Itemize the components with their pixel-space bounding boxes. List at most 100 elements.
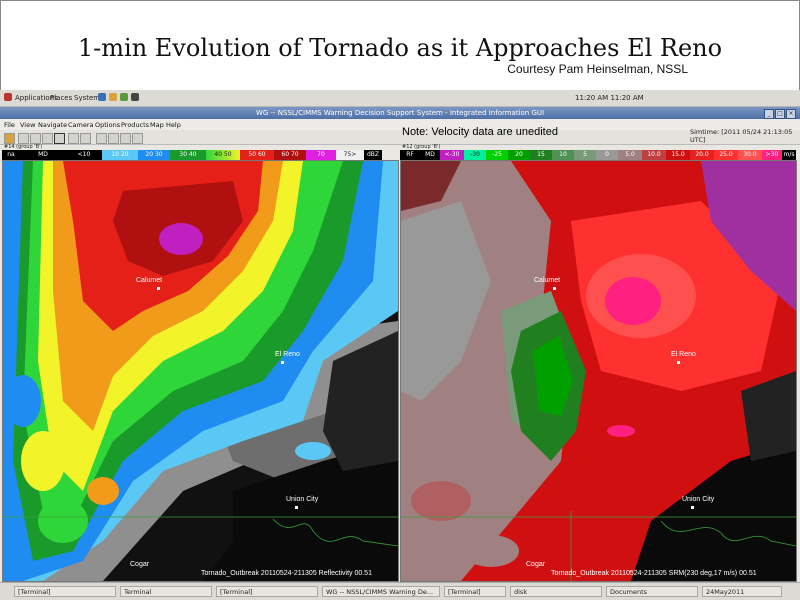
menu-map[interactable]: Map [150,121,164,129]
scale-cell: 5.0 [618,150,642,160]
union-city-marker [295,506,298,509]
union-city-marker [691,506,694,509]
scale-cell: RF [400,150,420,160]
taskbar-item[interactable]: disk [510,586,602,597]
step-forward-icon[interactable] [120,133,131,144]
taskbar-item[interactable]: 24May2011 [702,586,782,597]
applications-menu[interactable]: Applications [15,94,58,102]
bottom-taskbar: [Terminal] Terminal [Terminal] WG -- NSS… [0,582,800,600]
scale-cell: >30 [762,150,782,160]
calumet-marker [553,287,556,290]
city-label-cogar: Cogar [130,561,150,568]
panel-clock[interactable]: 11:20 AM 11:20 AM [575,94,644,102]
back-arrow-icon[interactable] [68,133,79,144]
scale-cell: <10 [66,150,102,160]
calumet-marker [157,287,160,290]
scale-cell: 25.0 [714,150,738,160]
scale-cell: 0 [596,150,618,160]
scale-cell: 20 30 [138,150,170,160]
browser-launcher-icon[interactable] [98,93,106,101]
menu-options[interactable]: Options [95,121,121,129]
taskbar-item[interactable]: [Terminal] [14,586,116,597]
reflectivity-radar-view[interactable]: Calumet El Reno Union City Cogar Tornado… [2,160,399,582]
menu-view[interactable]: View [20,121,36,129]
taskbar-item[interactable]: [Terminal] [216,586,318,597]
city-label-el-reno: El Reno [671,351,696,358]
scale-cell: 30 40 [170,150,206,160]
taskbar-item[interactable]: Terminal [120,586,212,597]
left-panel-header: #14 (group 'B') [4,144,43,150]
menu-file[interactable]: File [4,121,15,129]
city-label-cogar: Cogar [526,561,546,568]
scale-cell: 10 20 [102,150,138,160]
foot-logo-icon [4,93,12,101]
slide-title: 1-min Evolution of Tornado as it Approac… [77,34,723,62]
scale-cell: 10 [552,150,574,160]
terminal-launcher-icon[interactable] [131,93,139,101]
scale-cell: 5 [574,150,596,160]
scale-cell: 75> [336,150,364,160]
forward-arrow-icon[interactable] [80,133,91,144]
window-titlebar[interactable]: WG -- NSSL/CIMMS Warning Decision Suppor… [0,107,800,119]
play-icon[interactable] [108,133,119,144]
scale-cell: 30.0 [738,150,762,160]
city-label-calumet: Calumet [136,277,163,284]
reflectivity-color-scale: na MD <10 10 20 20 30 30 40 40 50 50 60 … [2,150,396,160]
menu-camera[interactable]: Camera [68,121,94,129]
scale-cell: 70 [306,150,336,160]
scale-cell: 40 50 [206,150,240,160]
close-button[interactable]: × [786,109,796,119]
system-menu[interactable]: System [74,94,101,102]
velocity-note: Note: Velocity data are unedited [402,126,558,138]
minimize-button[interactable]: _ [764,109,774,119]
desktop-top-panel: Applications Places System 11:20 AM 11:2… [0,90,800,107]
el-reno-marker [677,361,680,364]
pan-tool-icon[interactable] [42,133,53,144]
taskbar-item[interactable]: WG -- NSSL/CIMMS Warning De... [322,586,440,597]
window-toolbar [0,130,800,145]
scale-cell: <-30 [440,150,464,160]
places-menu[interactable]: Places [50,94,73,102]
scale-cell: 20.0 [690,150,714,160]
el-reno-marker [281,361,284,364]
taskbar-item[interactable]: [Terminal] [444,586,506,597]
menu-help[interactable]: Help [166,121,181,129]
scale-cell: 15.0 [666,150,690,160]
zoom-tool-icon[interactable] [30,133,41,144]
scale-cell: 50 60 [240,150,274,160]
scale-cell: na [2,150,20,160]
taskbar-item[interactable]: Documents [606,586,698,597]
layer-tool-icon[interactable] [4,133,15,144]
maximize-button[interactable]: □ [775,109,785,119]
scale-cell: 60 70 [274,150,306,160]
right-panel-header: #12 (group 'B') [402,144,441,150]
simtime-label: Simtime: [2011 05/24 21:13:05 UTC] [690,128,793,144]
scale-cell: 15 [530,150,552,160]
slide-courtesy: Courtesy Pam Heinselman, NSSL [507,62,688,76]
reflectivity-image [3,161,398,581]
scale-unit: dBZ [364,150,382,160]
menu-navigate[interactable]: Navigate [38,121,68,129]
desktop-screenshot: Applications Places System 11:20 AM 11:2… [0,90,800,600]
window-menubar: File View Navigate Camera Options Produc… [0,119,800,130]
city-label-union-city: Union City [286,496,319,503]
loop-icon[interactable] [132,133,143,144]
city-label-el-reno: El Reno [275,351,300,358]
help-launcher-icon[interactable] [120,93,128,101]
step-back-icon[interactable] [96,133,107,144]
city-label-calumet: Calumet [534,277,561,284]
pointer-tool-icon[interactable] [18,133,29,144]
scale-unit: m/s [782,150,796,160]
reflectivity-caption: Tornado_Outbreak 20110524-211305 Reflect… [201,570,372,577]
scale-cell: 20 [508,150,530,160]
scale-cell: 10.0 [642,150,666,160]
select-tool-icon[interactable] [54,133,65,144]
city-label-union-city: Union City [682,496,715,503]
velocity-image [401,161,796,581]
mail-launcher-icon[interactable] [109,93,117,101]
velocity-radar-view[interactable]: Calumet El Reno Union City Cogar Tornado… [400,160,797,582]
scale-cell: -30 [464,150,486,160]
scale-cell: -25 [486,150,508,160]
velocity-caption: Tornado_Outbreak 20110524-211305 SRM(230… [551,570,757,577]
menu-products[interactable]: Products [121,121,150,129]
